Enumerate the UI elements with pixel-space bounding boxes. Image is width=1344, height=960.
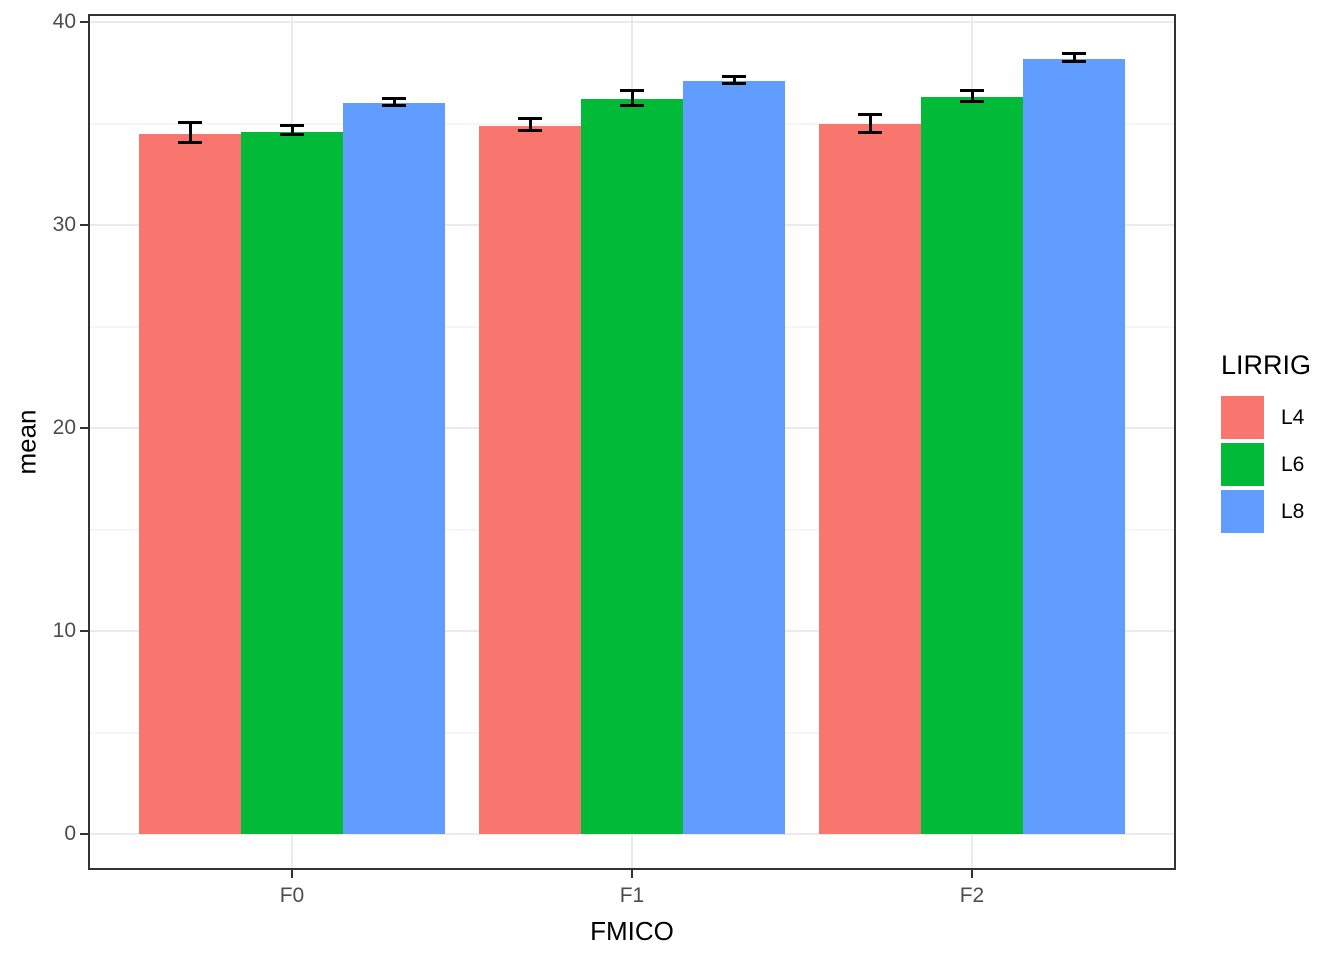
- error-bar-cap-top: [518, 117, 542, 121]
- error-bar-cap-top: [1062, 52, 1086, 56]
- y-tick-label: 10: [52, 619, 76, 642]
- error-bar-cap-top: [280, 123, 304, 127]
- error-bar-cap-top: [620, 89, 644, 92]
- legend-label: L4: [1281, 405, 1305, 429]
- legend-title: LIRRIG: [1221, 350, 1312, 380]
- bar-F2-L4: [819, 123, 921, 834]
- bar-F0-L6: [241, 131, 343, 834]
- y-tick-mark: [80, 630, 88, 632]
- legend-swatch-L8: [1221, 490, 1264, 533]
- bar-F1-L8: [683, 80, 785, 834]
- error-bar-stem: [868, 113, 872, 134]
- error-bar-stem: [290, 123, 294, 136]
- error-bar-stem: [970, 89, 974, 104]
- error-bar-cap-bottom: [1062, 59, 1086, 63]
- legend-label: L6: [1281, 452, 1305, 476]
- error-bar-stem: [392, 97, 396, 108]
- y-tick-label: 30: [52, 213, 76, 236]
- bars-layer: [88, 14, 1176, 870]
- error-bar-cap-bottom: [722, 81, 746, 85]
- error-bar-cap-top: [960, 89, 984, 92]
- plot-panel: [88, 14, 1176, 870]
- bar-F0-L8: [343, 103, 445, 834]
- x-tick-mark: [631, 870, 633, 878]
- y-tick-mark: [80, 224, 88, 226]
- error-bar-cap-top: [858, 113, 882, 117]
- error-bar-cap-top: [722, 74, 746, 78]
- y-tick-label: 0: [64, 822, 76, 845]
- error-bar-stem: [732, 74, 736, 85]
- legend-item-L4: L4: [1221, 396, 1311, 439]
- x-tick-label: F1: [619, 884, 645, 907]
- error-bar-cap-bottom: [620, 104, 644, 108]
- bar-F0-L4: [139, 133, 241, 834]
- x-tick-mark: [291, 870, 293, 878]
- legend-item-L8: L8: [1221, 490, 1311, 533]
- legend-item-L6: L6: [1221, 443, 1311, 486]
- error-bar-cap-bottom: [280, 132, 304, 136]
- x-axis-title: FMICO: [590, 916, 674, 946]
- bar-F2-L8: [1023, 58, 1125, 834]
- y-axis-title: mean: [11, 409, 42, 475]
- bar-F2-L6: [921, 97, 1023, 834]
- legend-items: L4 L6 L8: [1221, 396, 1311, 533]
- legend-label: L8: [1281, 499, 1305, 523]
- error-bar-cap-top: [382, 97, 406, 101]
- x-tick-label: F2: [959, 884, 985, 907]
- error-bar-cap-bottom: [960, 100, 984, 104]
- x-tick-label: F0: [279, 884, 305, 907]
- error-bar-cap-bottom: [858, 130, 882, 134]
- error-bar-stem: [1072, 52, 1076, 63]
- y-tick-mark: [80, 427, 88, 429]
- error-bars-layer: [88, 14, 1176, 870]
- bar-F1-L4: [479, 125, 581, 834]
- error-bar-cap-bottom: [518, 128, 542, 132]
- error-bar-stem: [630, 89, 634, 108]
- legend: LIRRIG L4 L6 L8: [1221, 350, 1311, 537]
- y-tick-mark: [80, 833, 88, 835]
- y-tick-mark: [80, 21, 88, 23]
- error-bar-stem: [528, 117, 532, 132]
- bar-F1-L6: [581, 99, 683, 834]
- error-bar-cap-top: [178, 121, 202, 125]
- y-tick-label: 40: [52, 10, 76, 33]
- legend-swatch-L6: [1221, 443, 1264, 486]
- error-bar-cap-bottom: [382, 104, 406, 108]
- y-tick-label: 20: [52, 416, 76, 439]
- error-bar-cap-bottom: [178, 140, 202, 144]
- x-tick-mark: [971, 870, 973, 878]
- error-bar-stem: [188, 121, 192, 144]
- legend-swatch-L4: [1221, 396, 1264, 439]
